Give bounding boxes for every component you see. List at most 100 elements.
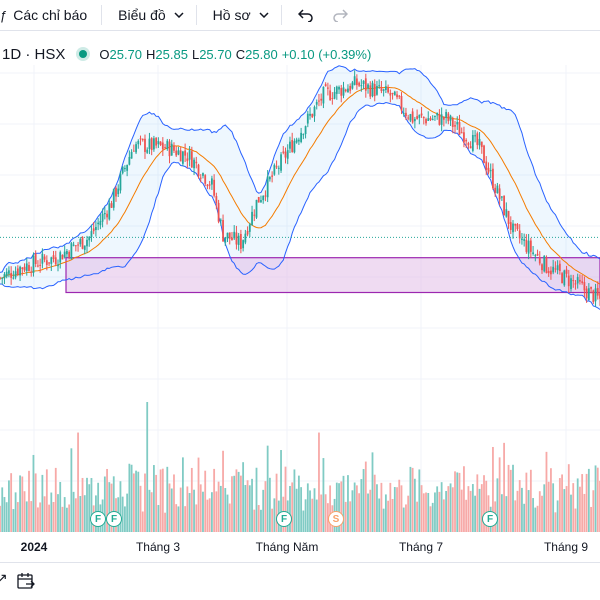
volume-bar: [498, 457, 501, 532]
volume-bar: [451, 487, 454, 532]
candle-body: [300, 132, 303, 142]
volume-bar: [527, 490, 530, 532]
candle-body: [83, 245, 86, 250]
symbol-label[interactable]: 1D · HSX: [2, 45, 66, 63]
volume-bar: [188, 493, 191, 532]
volume-bar: [280, 450, 282, 532]
candle-body: [255, 199, 258, 218]
volume-bar: [128, 463, 131, 532]
candle-body: [469, 146, 472, 149]
dividend-event-marker[interactable]: F: [106, 511, 122, 527]
candle-body: [61, 254, 64, 260]
volume-bar: [411, 467, 414, 532]
candle-body: [309, 113, 311, 116]
volume-bar: [90, 478, 93, 532]
profile-label: Hồ sơ: [212, 7, 251, 23]
candle-body: [576, 277, 579, 284]
volume-bar: [324, 494, 327, 532]
candle-body: [335, 86, 338, 94]
candle-body: [175, 150, 178, 156]
candle-body: [545, 257, 548, 274]
volume-bar: [251, 478, 253, 532]
volume-bar: [362, 469, 365, 532]
candle-body: [177, 150, 180, 155]
candle-body: [208, 184, 211, 186]
dividend-event-marker[interactable]: F: [482, 511, 498, 527]
volume-bar: [525, 472, 528, 532]
volume-bar: [79, 496, 82, 532]
candle-body: [21, 267, 24, 269]
volume-bar: [483, 475, 485, 532]
candle-body: [262, 195, 265, 201]
volume-bar: [141, 511, 144, 532]
candle-body: [389, 92, 392, 96]
volume-bar: [173, 474, 175, 532]
candle-body: [416, 116, 419, 119]
candle-body: [523, 239, 526, 241]
volume-bar: [416, 501, 419, 532]
candle-body: [170, 143, 173, 156]
volume-bar: [594, 465, 597, 532]
volume-bar: [543, 484, 546, 532]
volume-bar: [233, 475, 236, 532]
volume-bar: [541, 495, 543, 532]
volume-bar: [420, 485, 423, 532]
volume-bar: [170, 488, 173, 532]
candle-body: [596, 287, 599, 296]
candle-body: [398, 95, 401, 97]
volume-bar: [150, 492, 153, 532]
candle-body: [518, 230, 521, 239]
volume-bar: [431, 502, 434, 532]
volume-bar: [34, 473, 37, 532]
volume-bar: [335, 482, 338, 532]
indicators-button[interactable]: ƒ Các chỉ báo: [0, 7, 87, 23]
profile-button[interactable]: Hồ sơ: [213, 7, 269, 23]
dividend-event-marker[interactable]: F: [276, 511, 292, 527]
volume-bar: [222, 450, 224, 532]
date-range-icon[interactable]: [16, 571, 36, 591]
volume-bar: [422, 493, 425, 532]
volume-bar: [59, 481, 62, 532]
price-chart[interactable]: [0, 65, 600, 532]
volume-bar: [547, 481, 550, 532]
volume-bar: [119, 481, 122, 532]
split-event-marker[interactable]: S: [328, 511, 344, 527]
candle-body: [543, 255, 546, 272]
volume-bar: [244, 484, 247, 532]
redo-button[interactable]: [332, 8, 348, 22]
candle-body: [222, 220, 224, 242]
volume-bar: [318, 432, 320, 532]
candle-body: [137, 140, 140, 145]
volume-bar: [195, 504, 198, 532]
volume-bar: [407, 495, 410, 532]
candle-body: [242, 240, 245, 249]
candle-body: [295, 139, 298, 143]
dividend-event-marker[interactable]: F: [90, 511, 106, 527]
volume-bar: [10, 473, 13, 532]
candle-body: [226, 232, 229, 239]
volume-bar: [0, 505, 1, 532]
volume-bar: [313, 488, 316, 532]
candle-body: [362, 80, 365, 84]
candle-body: [541, 264, 543, 271]
go-back-icon[interactable]: ↗: [0, 570, 8, 586]
volume-bar: [302, 510, 305, 532]
undo-button[interactable]: [297, 8, 314, 22]
volume-bar: [3, 497, 6, 532]
candle-body: [387, 87, 390, 93]
candle-body: [440, 114, 443, 125]
candle-body: [583, 282, 586, 291]
volume-bar: [155, 474, 158, 532]
candle-body: [373, 83, 376, 97]
chart-type-button[interactable]: Biểu đồ: [118, 7, 184, 23]
volume-bar: [204, 470, 207, 532]
volume-bar: [130, 464, 133, 532]
candle-body: [248, 224, 251, 232]
volume-bar: [592, 490, 595, 532]
candle-body: [306, 113, 309, 124]
candle-body: [3, 274, 6, 279]
candle-body: [126, 164, 129, 171]
candle-body: [434, 116, 436, 118]
volume-bar: [373, 474, 376, 532]
candle-body: [72, 244, 75, 246]
